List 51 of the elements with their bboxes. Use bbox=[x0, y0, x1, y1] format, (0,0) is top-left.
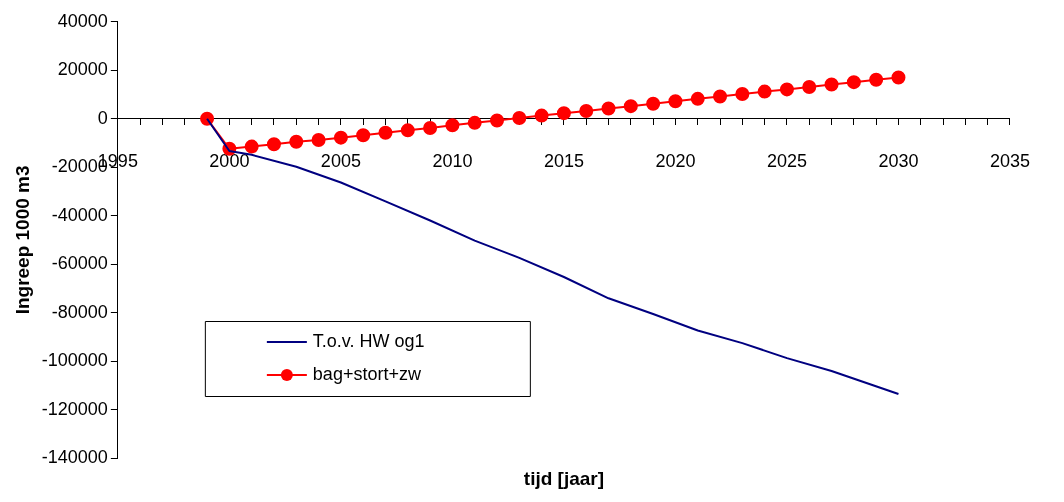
point bbox=[512, 111, 527, 126]
point bbox=[289, 134, 304, 149]
point bbox=[445, 118, 460, 133]
y-axis-title: Ingreep 1000 m3 bbox=[11, 165, 33, 315]
x-tick-label: 2025 bbox=[766, 150, 807, 171]
y-tick-label: -40000 bbox=[51, 204, 108, 225]
y-tick-label: 20000 bbox=[57, 59, 108, 80]
point bbox=[556, 106, 571, 121]
x-tick-label: 2000 bbox=[209, 150, 250, 171]
y-tick-label: 40000 bbox=[57, 10, 108, 31]
x-tick-label: 2005 bbox=[320, 150, 361, 171]
point bbox=[534, 108, 549, 123]
x-axis-title: tijd [jaar] bbox=[523, 468, 605, 490]
point bbox=[356, 128, 371, 143]
point bbox=[735, 87, 750, 102]
x-tick-label: 2010 bbox=[432, 150, 473, 171]
point bbox=[646, 96, 661, 111]
legend-label: T.o.v. HW og1 bbox=[312, 330, 425, 351]
y-tick-label: -140000 bbox=[41, 446, 108, 467]
point bbox=[601, 101, 616, 116]
point bbox=[824, 77, 839, 92]
x-tick-label: 2020 bbox=[655, 150, 696, 171]
point bbox=[713, 89, 728, 104]
y-tick-label: -80000 bbox=[51, 301, 108, 322]
point bbox=[623, 99, 638, 114]
point bbox=[311, 133, 326, 148]
point bbox=[378, 125, 393, 140]
point bbox=[467, 115, 482, 130]
x-tick-label: 2030 bbox=[878, 150, 919, 171]
y-tick-label: -120000 bbox=[41, 398, 108, 419]
point bbox=[802, 79, 817, 94]
point bbox=[757, 84, 772, 99]
point bbox=[266, 137, 281, 152]
point bbox=[333, 130, 348, 145]
y-tick-label: 0 bbox=[97, 107, 108, 128]
legend-label: bag+stort+zw bbox=[312, 363, 422, 384]
point bbox=[846, 75, 861, 90]
x-tick-label: 2035 bbox=[989, 150, 1030, 171]
point bbox=[244, 139, 259, 154]
y-tick-label: -100000 bbox=[41, 350, 108, 371]
y-tick-label: -60000 bbox=[51, 253, 108, 274]
x-tick-label: 2015 bbox=[543, 150, 584, 171]
point bbox=[668, 94, 683, 109]
point bbox=[690, 91, 705, 106]
point bbox=[869, 72, 884, 87]
point bbox=[779, 82, 794, 97]
point bbox=[423, 120, 438, 135]
point bbox=[490, 113, 505, 128]
point bbox=[400, 123, 415, 138]
point bbox=[579, 103, 594, 118]
point bbox=[891, 70, 906, 85]
